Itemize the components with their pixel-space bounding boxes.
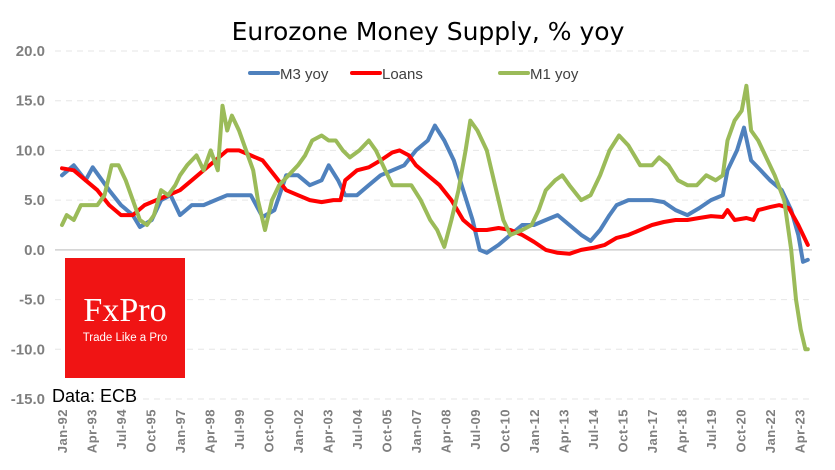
x-tick-label: Jan-92 <box>55 409 70 453</box>
x-tick-label: Oct-00 <box>262 409 277 452</box>
fxpro-logo: FxPro Trade Like a Pro <box>65 258 185 378</box>
series-line-m1-yoy <box>60 83 810 352</box>
x-tick-label: Jul-09 <box>468 409 483 450</box>
x-tick-label: Oct-20 <box>734 409 749 452</box>
y-tick-label: 15.0 <box>16 93 45 110</box>
x-tick-label: Jan-02 <box>291 409 306 453</box>
x-tick-label: Oct-05 <box>380 409 395 452</box>
y-tick-label: -15.0 <box>11 391 45 408</box>
y-axis: 20.0 15.0 10.0 5.0 0.0 -5.0 -10.0 -15.0 <box>11 43 45 408</box>
chart-title: Eurozone Money Supply, % yoy <box>232 17 625 46</box>
legend-label: M3 yoy <box>280 66 329 83</box>
x-tick-label: Apr-08 <box>439 409 454 453</box>
y-tick-label: 0.0 <box>24 242 45 259</box>
x-tick-label: Jan-12 <box>527 409 542 453</box>
x-tick-label: Apr-23 <box>793 409 808 453</box>
series-line-m3-yoy <box>60 123 810 264</box>
x-tick-label: Jul-94 <box>114 409 129 450</box>
x-tick-label: Jul-14 <box>586 409 601 450</box>
legend: M3 yoy Loans M1 yoy <box>248 66 579 83</box>
x-axis: Jan-92 Apr-93 Jul-94 Oct-95 Jan-97 Apr-98 Jul-… <box>55 409 808 453</box>
x-tick-label: Oct-10 <box>498 409 513 452</box>
gridlines <box>55 50 812 400</box>
y-tick-label: -5.0 <box>19 292 45 309</box>
x-tick-label: Jan-22 <box>763 409 778 453</box>
data-source: Data: ECB <box>52 386 138 406</box>
x-tick-label: Jul-04 <box>350 409 365 450</box>
x-tick-label: Jan-07 <box>409 409 424 453</box>
logo-tagline: Trade Like a Pro <box>82 332 168 344</box>
x-tick-label: Apr-98 <box>203 409 218 453</box>
y-tick-label: 20.0 <box>16 43 45 60</box>
legend-label: M1 yoy <box>530 66 579 83</box>
x-tick-label: Oct-15 <box>616 409 631 452</box>
series-lines <box>60 83 810 352</box>
y-tick-label: -10.0 <box>11 341 45 358</box>
x-tick-label: Apr-03 <box>321 409 336 453</box>
y-tick-label: 10.0 <box>16 142 45 159</box>
x-tick-label: Jan-97 <box>173 409 188 453</box>
x-tick-label: Oct-95 <box>144 409 159 452</box>
x-tick-label: Jul-19 <box>704 409 719 450</box>
legend-label: Loans <box>382 66 423 83</box>
x-tick-label: Jan-17 <box>645 409 660 453</box>
x-tick-label: Apr-93 <box>85 409 100 453</box>
y-tick-label: 5.0 <box>24 192 45 209</box>
x-tick-label: Apr-13 <box>557 409 572 453</box>
x-tick-label: Apr-18 <box>675 409 690 453</box>
x-tick-label: Jul-99 <box>232 409 247 450</box>
logo-brand: FxPro <box>83 292 167 329</box>
series-line-loans <box>60 148 810 256</box>
